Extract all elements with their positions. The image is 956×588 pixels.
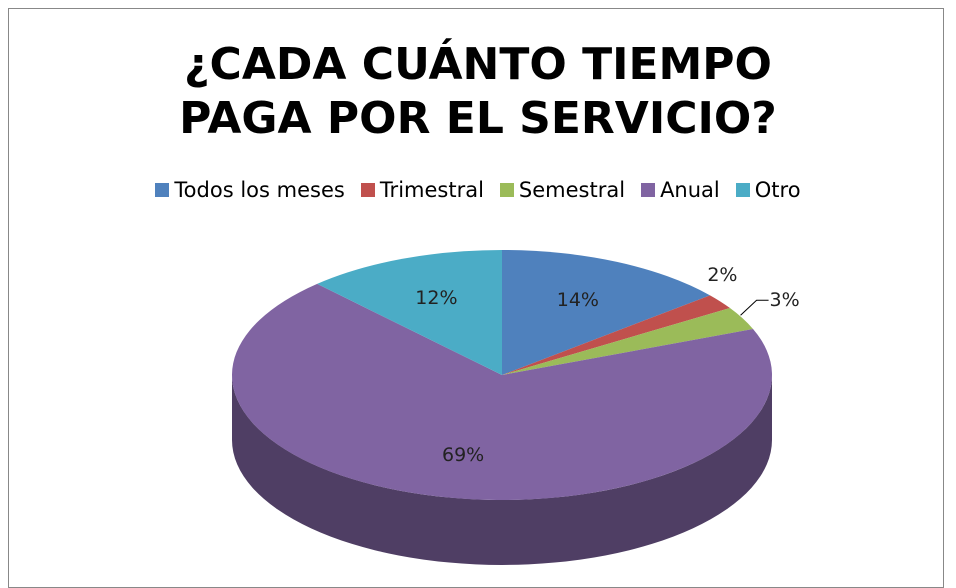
legend-label: Todos los meses xyxy=(174,178,345,202)
legend-label: Anual xyxy=(660,178,720,202)
legend-item: Anual xyxy=(641,178,720,202)
legend-item: Todos los meses xyxy=(155,178,345,202)
legend-label: Otro xyxy=(754,178,801,202)
pie-slice xyxy=(502,308,754,375)
pie-slice xyxy=(502,295,730,375)
legend-swatch xyxy=(360,183,375,197)
legend-label: Trimestral xyxy=(379,178,484,202)
legend-swatch xyxy=(641,183,656,197)
data-label: 12% xyxy=(415,287,457,309)
legend: Todos los meses Trimestral Semestral Anual O… xyxy=(0,178,956,202)
legend-item: Otro xyxy=(735,178,801,202)
pie-slice xyxy=(232,283,773,501)
data-label: 69% xyxy=(442,444,484,466)
legend-swatch xyxy=(155,183,170,197)
legend-label: Semestral xyxy=(518,178,626,202)
data-label: 14% xyxy=(557,289,599,311)
pie-slice xyxy=(317,250,502,375)
pie-side xyxy=(232,375,772,565)
legend-item: Trimestral xyxy=(360,178,484,202)
leader-line xyxy=(740,299,769,316)
pie-slice xyxy=(502,250,711,375)
chart-title: ¿CADA CUÁNTO TIEMPO PAGA POR EL SERVICIO… xyxy=(179,39,777,144)
legend-swatch xyxy=(735,183,750,197)
data-label: 3% xyxy=(769,289,799,311)
legend-swatch xyxy=(499,183,514,197)
data-label: 2% xyxy=(707,264,737,286)
legend-item: Semestral xyxy=(499,178,626,202)
